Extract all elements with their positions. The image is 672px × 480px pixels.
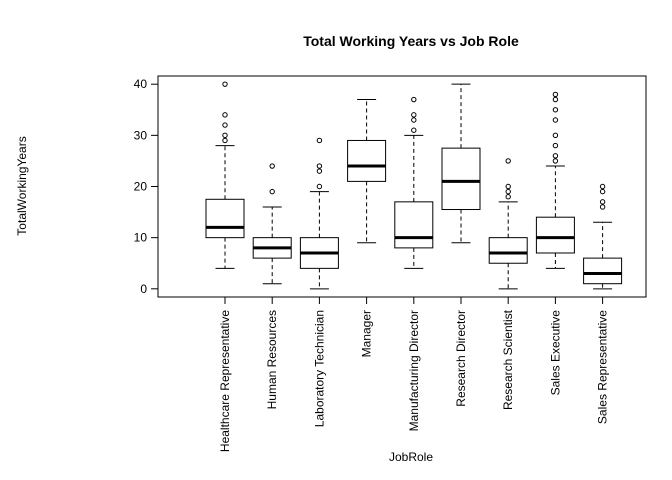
box-7 (488, 158, 528, 290)
x-tick-label: Manager (360, 310, 374, 357)
y-tick-label: 0 (140, 282, 147, 296)
box-iqr (347, 139, 387, 182)
x-tick-label: Sales Representative (596, 310, 610, 424)
outlier-point (552, 153, 559, 159)
outlier-point (505, 194, 511, 200)
outlier-point (552, 158, 559, 164)
box-3 (299, 137, 339, 290)
box-iqr (205, 198, 245, 239)
outlier-point (411, 112, 417, 118)
x-tick-label: Laboratory Technician (312, 310, 326, 427)
box-iqr (583, 257, 623, 285)
outlier-point (599, 204, 606, 210)
y-tick-label: 30 (134, 128, 148, 142)
outlier-point (411, 117, 417, 123)
outlier-point (316, 168, 323, 174)
outlier-point (552, 107, 559, 113)
outlier-point (222, 112, 228, 118)
box-6 (441, 83, 481, 244)
x-tick-label: Human Resources (265, 310, 279, 409)
box-iqr (488, 237, 528, 264)
outlier-point (316, 163, 323, 169)
box-1 (205, 81, 245, 269)
y-axis-title: TotalWorkingYears (15, 136, 29, 235)
outlier-point (552, 91, 559, 98)
outlier-point (316, 183, 323, 190)
outlier-point (411, 96, 417, 103)
outlier-point (505, 183, 511, 190)
x-tick-label: Manufacturing Director (407, 310, 421, 431)
box-2 (252, 163, 292, 285)
y-axis: 0 10 20 30 40 (134, 77, 159, 296)
outlier-point (552, 142, 559, 149)
outlier-point (505, 158, 511, 164)
outlier-point (269, 163, 275, 169)
box-8 (535, 91, 575, 269)
outlier-point (599, 199, 606, 205)
outlier-point (222, 81, 228, 87)
box-iqr (394, 201, 434, 249)
outlier-point (552, 117, 559, 123)
outlier-point (222, 122, 228, 128)
box-4 (347, 99, 387, 244)
y-tick-label: 10 (134, 231, 148, 245)
outlier-point (411, 127, 417, 133)
x-tick-label: Research Director (454, 310, 468, 407)
box-5 (394, 96, 434, 269)
plot-frame (157, 75, 647, 298)
outlier-point (222, 132, 228, 139)
box-9 (583, 183, 623, 290)
outlier-point (599, 188, 606, 195)
box-iqr (535, 216, 575, 254)
outlier-point (552, 132, 559, 139)
x-tick-label: Sales Executive (548, 310, 562, 396)
outlier-point (599, 183, 606, 190)
x-tick-label: Research Scientist (501, 309, 515, 410)
outlier-point (222, 137, 228, 144)
outlier-point (552, 96, 559, 103)
x-axis-labels: Healthcare Representative Human Resources… (218, 296, 610, 452)
box-iqr (441, 147, 481, 211)
x-tick-label: Healthcare Representative (218, 310, 232, 452)
y-tick-label: 40 (134, 77, 148, 91)
y-tick-label: 20 (134, 180, 148, 194)
x-axis-title: JobRole (389, 450, 433, 464)
outlier-point (269, 188, 275, 195)
chart-title: Total Working Years vs Job Role (303, 33, 519, 49)
outlier-point (505, 188, 511, 195)
outlier-point (316, 137, 323, 144)
boxes-layer (205, 81, 623, 290)
